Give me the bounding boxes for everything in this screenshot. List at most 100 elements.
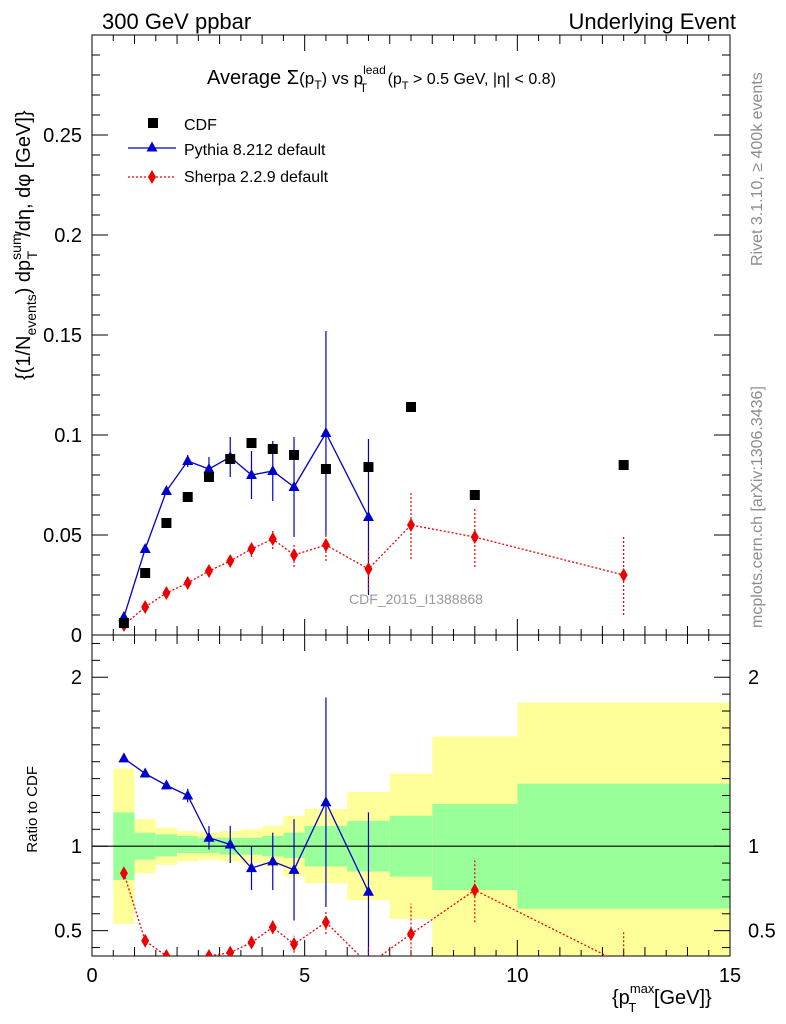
legend-marker-sherpa (148, 170, 156, 184)
ratio-pythia-point (224, 838, 236, 849)
ratio-pythia-point (118, 752, 130, 763)
y-tick-label: 0.25 (43, 125, 82, 147)
main-y-axis-label: {(1/Nevents) dpsumT/dη, dφ [GeV]} (8, 110, 40, 380)
cdf-point (289, 450, 300, 460)
pythia-point (288, 481, 300, 491)
header-left: 300 GeV ppbar (102, 9, 251, 34)
cdf-point (246, 438, 257, 448)
ratio-sherpa-point (119, 866, 128, 881)
sherpa-point (364, 562, 373, 576)
sherpa-point (141, 600, 150, 614)
cdf-point (225, 454, 236, 464)
ratio-sherpa-point (184, 957, 192, 971)
band-inner-bin (177, 836, 199, 853)
ratio-sherpa-point (162, 949, 171, 956)
x-tick-label: 10 (506, 965, 528, 987)
ratio-sherpa-point (204, 949, 213, 956)
ratio-pythia-point (362, 885, 374, 896)
ratio-sherpa-point (247, 935, 256, 950)
sherpa-point (162, 586, 171, 600)
main-series-layer (118, 331, 629, 632)
ratio-y-tick-label: 1 (71, 836, 82, 858)
analysis-watermark: CDF_2015_I1388868 (349, 591, 483, 607)
ratio-y-tick-label: 2 (71, 667, 82, 689)
ratio-y-tick-label-right: 2 (748, 667, 759, 689)
ratio-y-axis-label: Ratio to CDF (24, 766, 41, 853)
cdf-point (469, 490, 480, 500)
cdf-point (363, 462, 374, 472)
ratio-sherpa-point (226, 945, 235, 956)
ratio-sherpa-point (321, 915, 330, 930)
ratio-pythia-point (203, 831, 215, 842)
ratio-sherpa-point (268, 920, 277, 935)
ratio-y-tick-label-right: 0.5 (748, 921, 776, 943)
ratio-sherpa-point (407, 927, 415, 942)
mcplots-label: mcplots.cern.ch [arXiv:1306.3436] (749, 386, 766, 628)
ratio-pythia-point (182, 789, 194, 800)
pythia-point (362, 511, 374, 521)
cdf-point (161, 518, 172, 528)
ratio-series-layer (118, 697, 628, 971)
x-tick-label: 15 (719, 965, 741, 987)
pythia-point (320, 427, 332, 437)
ratio-pythia-point (288, 863, 300, 874)
cdf-point (618, 460, 629, 470)
pythia-point (246, 469, 257, 479)
header-right: Underlying Event (568, 9, 736, 34)
cdf-point (118, 618, 129, 628)
legend-label-sherpa: Sherpa 2.2.9 default (184, 169, 329, 186)
ratio-axis-ticks: 0 5 10 15 0.5 0.5 1 1 2 2 (54, 642, 776, 987)
ratio-sherpa-point (620, 957, 628, 971)
ratio-pythia-point (320, 796, 332, 807)
band-inner-bin (155, 834, 178, 857)
y-tick-label: 0 (71, 625, 82, 647)
cdf-point (406, 402, 416, 412)
ratio-uncertainty-bands (92, 702, 730, 956)
y-tick-label: 0.1 (54, 425, 82, 447)
ratio-sherpa-point (470, 883, 479, 898)
rivet-label: Rivet 3.1.10, ≥ 400k events (749, 72, 766, 266)
y-tick-label: 0.15 (43, 325, 82, 347)
legend-marker-pythia (146, 141, 158, 152)
sherpa-line (123, 524, 624, 626)
sherpa-point (204, 564, 213, 578)
sherpa-point (321, 538, 330, 552)
cdf-point (267, 444, 278, 454)
cdf-point (140, 568, 151, 578)
pythia-point (160, 485, 172, 495)
x-tick-label: 0 (86, 965, 97, 987)
ratio-sherpa-point (141, 933, 150, 948)
legend-label-cdf: CDF (184, 117, 217, 134)
x-axis-label: {pmax T [GeV]} (612, 981, 712, 1015)
pythia-point (139, 543, 151, 553)
sherpa-point (407, 518, 415, 532)
band-inner-bin (432, 803, 518, 891)
ratio-pythia-point (246, 862, 257, 873)
y-tick-label: 0.2 (54, 225, 82, 247)
sherpa-point (247, 542, 256, 556)
sherpa-point (470, 530, 479, 544)
pythia-point (203, 463, 215, 473)
sherpa-point (619, 568, 628, 582)
sherpa-point (290, 548, 299, 562)
ratio-pythia-point (267, 855, 279, 866)
ratio-y-tick-label-right: 1 (748, 836, 759, 858)
sherpa-point (268, 532, 277, 546)
legend-marker-cdf (148, 118, 158, 128)
pythia-point (267, 465, 279, 475)
cdf-point (182, 492, 193, 502)
cdf-point (203, 472, 214, 482)
ratio-pythia-point (139, 767, 151, 778)
x-tick-label: 5 (299, 965, 310, 987)
ratio-pythia-point (160, 779, 172, 790)
plot-title: Average Σ(pT) vs plead T (pT > 0.5 GeV, |… (207, 63, 556, 95)
ratio-sherpa-line (123, 873, 609, 956)
sherpa-point (183, 576, 192, 590)
ratio-sherpa-point (290, 937, 299, 952)
legend: CDF Pythia 8.212 default Sherpa 2.2.9 de… (128, 117, 329, 186)
main-axis-ticks: 0 0.05 0.1 0.15 0.2 0.25 (43, 34, 731, 956)
sherpa-point (226, 554, 235, 568)
pythia-line (123, 431, 370, 618)
pythia-point (182, 455, 194, 465)
